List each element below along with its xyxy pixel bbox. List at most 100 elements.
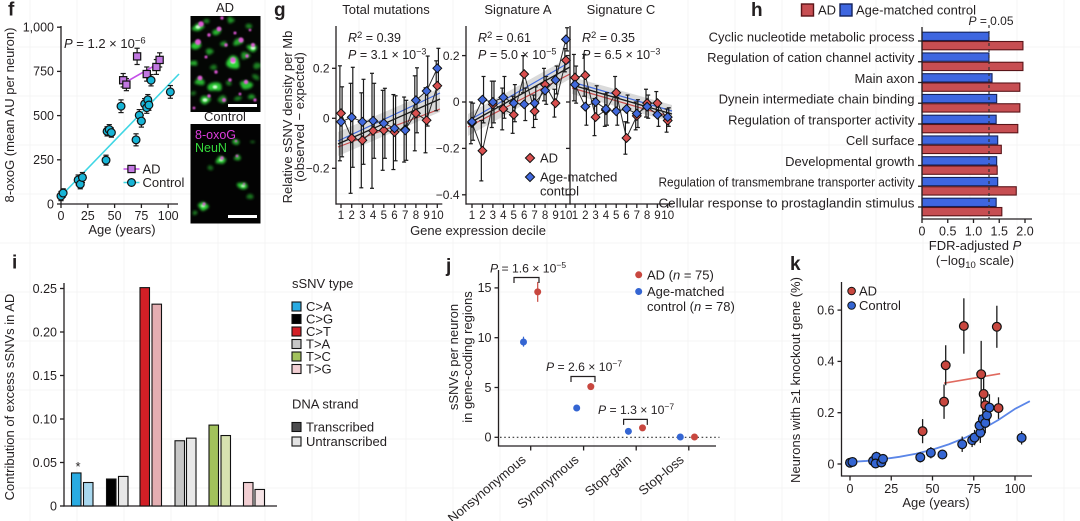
svg-text:1: 1 <box>469 210 475 222</box>
svg-text:Regulation of transmembrane tr: Regulation of transmembrane transporter … <box>659 175 915 190</box>
svg-text:Control: Control <box>859 298 901 313</box>
svg-text:6: 6 <box>391 210 397 222</box>
svg-text:0: 0 <box>485 431 492 445</box>
svg-text:0.05: 0.05 <box>33 456 57 470</box>
svg-text:Regulation of transporter acti: Regulation of transporter activity <box>728 112 915 127</box>
svg-text:Signature C: Signature C <box>587 2 656 17</box>
svg-text:50: 50 <box>108 209 122 223</box>
svg-text:R2 = 0.61: R2 = 0.61 <box>478 30 531 45</box>
svg-text:Regulation of cation channel a: Regulation of cation channel activity <box>707 50 915 65</box>
svg-text:2: 2 <box>582 210 588 222</box>
svg-text:Age-matched: Age-matched <box>540 170 617 185</box>
svg-text:i: i <box>12 253 17 274</box>
svg-text:0.25: 0.25 <box>33 282 57 296</box>
svg-text:0.2: 0.2 <box>443 49 460 63</box>
svg-text:8: 8 <box>644 210 650 222</box>
svg-text:−0.4: −0.4 <box>436 188 460 202</box>
svg-text:100: 100 <box>158 209 179 223</box>
svg-text:8-oxoG: 8-oxoG <box>195 128 236 142</box>
svg-text:Cyclic nucleotide metabolic pr: Cyclic nucleotide metabolic process <box>709 29 915 44</box>
svg-text:1: 1 <box>572 210 578 222</box>
svg-text:Dynein intermediate chain bind: Dynein intermediate chain binding <box>719 92 915 107</box>
svg-text:2: 2 <box>348 210 354 222</box>
svg-text:3: 3 <box>592 210 598 222</box>
svg-text:5: 5 <box>485 381 492 395</box>
svg-text:0.2: 0.2 <box>817 406 834 420</box>
svg-text:DNA strand: DNA strand <box>292 397 358 412</box>
svg-text:0: 0 <box>847 482 854 496</box>
svg-text:2: 2 <box>479 210 485 222</box>
svg-text:1.0: 1.0 <box>965 225 982 239</box>
svg-text:0.20: 0.20 <box>33 325 57 339</box>
svg-text:9: 9 <box>552 210 558 222</box>
svg-text:Contribution of excess sSNVs i: Contribution of excess sSNVs in AD <box>2 294 17 501</box>
svg-text:C>A: C>A <box>306 299 332 314</box>
svg-text:control: control <box>540 184 579 199</box>
svg-text:control (n = 78): control (n = 78) <box>647 299 735 314</box>
svg-text:0.6: 0.6 <box>817 303 834 317</box>
svg-text:FDR-adjusted P: FDR-adjusted P <box>929 238 1022 253</box>
svg-text:Gene expression decile: Gene expression decile <box>410 223 546 238</box>
svg-text:Main axon: Main axon <box>855 71 915 86</box>
svg-text:NeuN: NeuN <box>195 141 227 155</box>
svg-text:0: 0 <box>453 95 460 109</box>
svg-text:h: h <box>751 0 763 21</box>
svg-text:Cellular response to prostagla: Cellular response to prostaglandin stimu… <box>659 195 916 210</box>
svg-text:10: 10 <box>661 210 674 222</box>
svg-text:in gene-coding regions: in gene-coding regions <box>460 291 475 423</box>
svg-text:25: 25 <box>884 482 898 496</box>
svg-text:P = 0.05: P = 0.05 <box>968 14 1013 28</box>
svg-text:Neurons with ≥1 knockout gene: Neurons with ≥1 knockout gene (%) <box>788 277 803 483</box>
svg-text:750: 750 <box>33 65 54 79</box>
svg-text:g: g <box>274 0 286 21</box>
svg-text:5: 5 <box>381 210 387 222</box>
svg-text:C>T: C>T <box>306 324 331 339</box>
svg-text:100: 100 <box>1005 482 1026 496</box>
svg-text:1: 1 <box>338 210 344 222</box>
svg-text:2.0: 2.0 <box>1016 225 1033 239</box>
svg-text:0: 0 <box>323 112 330 126</box>
svg-text:P = 1.3 × 10−7: P = 1.3 × 10−7 <box>598 402 674 418</box>
svg-text:9: 9 <box>423 210 429 222</box>
svg-text:1,000: 1,000 <box>23 21 54 35</box>
svg-text:10: 10 <box>431 210 444 222</box>
svg-text:Relative sSNV density per Mb: Relative sSNV density per Mb <box>280 31 295 204</box>
svg-text:6: 6 <box>623 210 629 222</box>
svg-text:Developmental growth: Developmental growth <box>785 154 914 169</box>
svg-text:AD (n = 75): AD (n = 75) <box>647 267 714 282</box>
svg-text:P = 2.6 × 10−7: P = 2.6 × 10−7 <box>546 359 622 375</box>
svg-text:0.2: 0.2 <box>313 62 330 76</box>
svg-text:25: 25 <box>81 209 95 223</box>
svg-text:P = 6.5 × 10−3: P = 6.5 × 10−3 <box>582 47 660 63</box>
svg-text:4: 4 <box>500 210 507 222</box>
svg-text:7: 7 <box>402 210 408 222</box>
svg-text:0: 0 <box>919 225 926 239</box>
svg-text:0: 0 <box>47 197 54 211</box>
svg-text:500: 500 <box>33 109 54 123</box>
svg-text:T>G: T>G <box>306 362 332 377</box>
svg-text:f: f <box>8 0 15 21</box>
svg-text:C>G: C>G <box>306 312 333 327</box>
svg-text:50: 50 <box>926 482 940 496</box>
svg-text:8: 8 <box>542 210 548 222</box>
svg-text:T>C: T>C <box>306 349 331 364</box>
svg-text:P = 1.6 × 10−5: P = 1.6 × 10−5 <box>490 260 566 276</box>
svg-text:Total mutations: Total mutations <box>342 2 430 17</box>
svg-text:3: 3 <box>490 210 496 222</box>
svg-text:0: 0 <box>50 499 57 513</box>
svg-text:(observed − expected): (observed − expected) <box>292 52 307 182</box>
svg-text:4: 4 <box>603 210 610 222</box>
svg-text:8: 8 <box>413 210 419 222</box>
svg-text:75: 75 <box>967 482 981 496</box>
svg-text:0.15: 0.15 <box>33 369 57 383</box>
svg-text:5: 5 <box>511 210 517 222</box>
svg-text:sSNV type: sSNV type <box>292 276 353 291</box>
svg-text:6: 6 <box>521 210 527 222</box>
svg-text:0: 0 <box>828 457 835 471</box>
svg-text:−0.2: −0.2 <box>306 162 330 176</box>
svg-text:0.5: 0.5 <box>939 225 956 239</box>
svg-text:10: 10 <box>560 210 573 222</box>
svg-text:AD: AD <box>818 3 836 18</box>
svg-text:250: 250 <box>33 153 54 167</box>
svg-text:8-oxoG (mean AU per neuron): 8-oxoG (mean AU per neuron) <box>2 28 17 203</box>
